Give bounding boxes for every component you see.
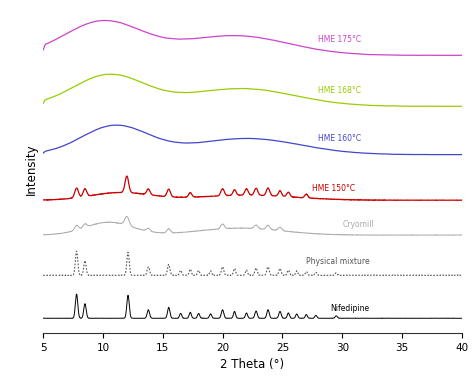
Text: Physical mixture: Physical mixture bbox=[306, 257, 370, 267]
Text: Cryomill: Cryomill bbox=[342, 220, 374, 229]
Y-axis label: Intensity: Intensity bbox=[25, 144, 37, 195]
Text: HME 160°C: HME 160°C bbox=[318, 134, 361, 143]
X-axis label: 2 Theta (°): 2 Theta (°) bbox=[220, 359, 284, 371]
Text: HME 175°C: HME 175°C bbox=[318, 35, 361, 44]
Text: HME 168°C: HME 168°C bbox=[318, 86, 361, 95]
Text: Nifedipine: Nifedipine bbox=[330, 304, 369, 313]
Text: HME 150°C: HME 150°C bbox=[312, 184, 356, 193]
